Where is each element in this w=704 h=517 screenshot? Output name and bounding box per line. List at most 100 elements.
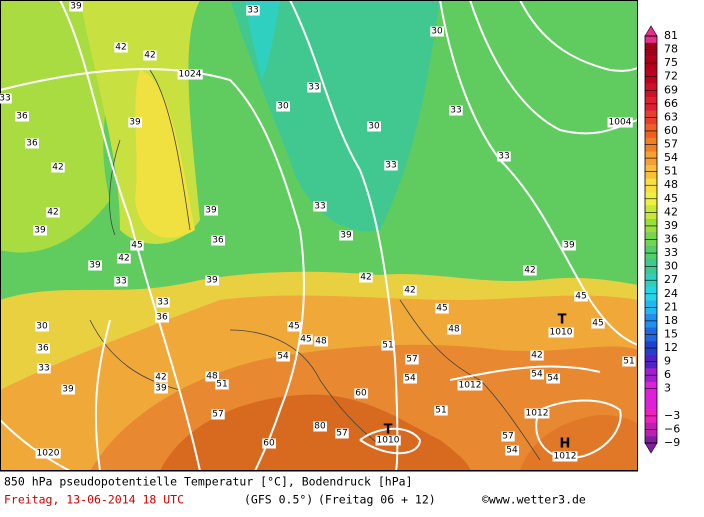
colorbar-label: 36 <box>664 233 678 246</box>
footer-title: 850 hPa pseudopotentielle Temperatur [°C… <box>4 475 413 489</box>
label-bg <box>205 275 219 286</box>
label-bg <box>381 340 395 351</box>
colorbar-arrow-bottom <box>644 442 658 454</box>
contour-label: 39 <box>129 118 141 128</box>
contour-label: 39 <box>205 206 217 216</box>
contour-label: 57 <box>406 355 417 365</box>
colorbar-label: 51 <box>664 165 678 178</box>
label-bg <box>447 324 461 335</box>
contour-label: 30 <box>368 122 380 132</box>
label-bg <box>403 373 417 384</box>
contour-label: 42 <box>144 51 155 61</box>
colorbar-label: −3 <box>664 409 680 422</box>
label-bg <box>25 138 39 149</box>
contour-label: 33 <box>314 202 325 212</box>
label-bg <box>15 111 29 122</box>
contour-label: 39 <box>563 241 575 251</box>
label-bg <box>156 297 170 308</box>
contour-label: 42 <box>52 163 63 173</box>
label-bg <box>430 26 444 37</box>
colorbar-label: 24 <box>664 287 678 300</box>
label-bg <box>246 5 260 16</box>
contour-label: 57 <box>212 410 223 420</box>
contour-label: 36 <box>212 236 224 246</box>
pressure-label: 1004 <box>609 118 632 128</box>
pressure-label: 1024 <box>179 70 202 80</box>
label-bg <box>205 371 219 382</box>
contour-label: 42 <box>360 273 371 283</box>
label-bg <box>69 1 83 12</box>
contour-label: 45 <box>300 335 311 345</box>
contour-label: 60 <box>263 439 275 449</box>
label-bg <box>276 101 290 112</box>
colorbar-label: 81 <box>664 29 678 42</box>
pressure-label: 1012 <box>526 409 549 419</box>
colorbar-cell <box>645 436 657 443</box>
label-bg <box>114 42 128 53</box>
pressure-label: 1020 <box>37 449 60 459</box>
colorbar-label: 63 <box>664 110 678 123</box>
contour-label: 33 <box>157 298 168 308</box>
label-bg <box>530 350 544 361</box>
contour-label: 39 <box>155 384 167 394</box>
system-label: T <box>558 313 567 328</box>
contour-label: 33 <box>385 161 396 171</box>
map-area <box>0 0 638 471</box>
label-bg <box>114 276 128 287</box>
label-bg <box>523 265 537 276</box>
colorbar-arrow-top <box>644 25 658 37</box>
label-bg <box>33 225 47 236</box>
label-bg <box>215 379 229 390</box>
colorbar-label: 18 <box>664 314 678 327</box>
contour-label: 45 <box>288 322 299 332</box>
footer-run: (Freitag 06 + 12) <box>318 493 436 507</box>
colorbar-label: 12 <box>664 341 678 354</box>
label-bg <box>449 105 463 116</box>
contour-label: 33 <box>450 106 461 116</box>
label-bg <box>177 69 203 80</box>
pressure-label: 1012 <box>459 381 482 391</box>
label-bg <box>287 321 301 332</box>
contour-label: 30 <box>36 322 48 332</box>
contour-label: 60 <box>355 389 367 399</box>
label-bg <box>37 363 51 374</box>
footer-date: Freitag, 13-06-2014 18 UTC <box>4 493 184 507</box>
label-bg <box>367 121 381 132</box>
label-bg <box>335 428 349 439</box>
label-bg <box>375 435 401 446</box>
contour-label: 33 <box>498 152 509 162</box>
label-bg <box>154 372 168 383</box>
label-bg <box>211 409 225 420</box>
contour-label: 57 <box>336 429 347 439</box>
colorbar-label: 60 <box>664 124 678 137</box>
label-bg <box>591 318 605 329</box>
colorbar-label: 6 <box>664 368 671 381</box>
contour-label: 42 <box>118 254 129 264</box>
contour-label: 45 <box>131 241 142 251</box>
colorbar-label: 21 <box>664 300 678 313</box>
label-bg <box>299 334 313 345</box>
label-bg <box>262 438 276 449</box>
label-bg <box>501 431 515 442</box>
contour-label: 39 <box>62 385 74 395</box>
label-bg <box>497 151 511 162</box>
contour-label: 51 <box>435 406 446 416</box>
colorbar-label: 27 <box>664 273 678 286</box>
contour-label: 30 <box>431 27 443 37</box>
contour-label: 80 <box>314 422 326 432</box>
colorbar-label: 66 <box>664 97 678 110</box>
system-label: H <box>560 437 571 452</box>
colorbar-label: −9 <box>664 436 680 449</box>
colorbar-label: 45 <box>664 192 678 205</box>
label-bg <box>574 291 588 302</box>
label-bg <box>0 93 12 104</box>
contour-label: 42 <box>531 351 542 361</box>
contour-label: 54 <box>547 374 559 384</box>
colorbar-label: 9 <box>664 355 671 368</box>
contour-label: 42 <box>155 373 166 383</box>
label-bg <box>505 445 519 456</box>
contour-label: 48 <box>315 337 327 347</box>
label-bg <box>154 383 168 394</box>
label-bg <box>204 205 218 216</box>
label-bg <box>46 207 60 218</box>
